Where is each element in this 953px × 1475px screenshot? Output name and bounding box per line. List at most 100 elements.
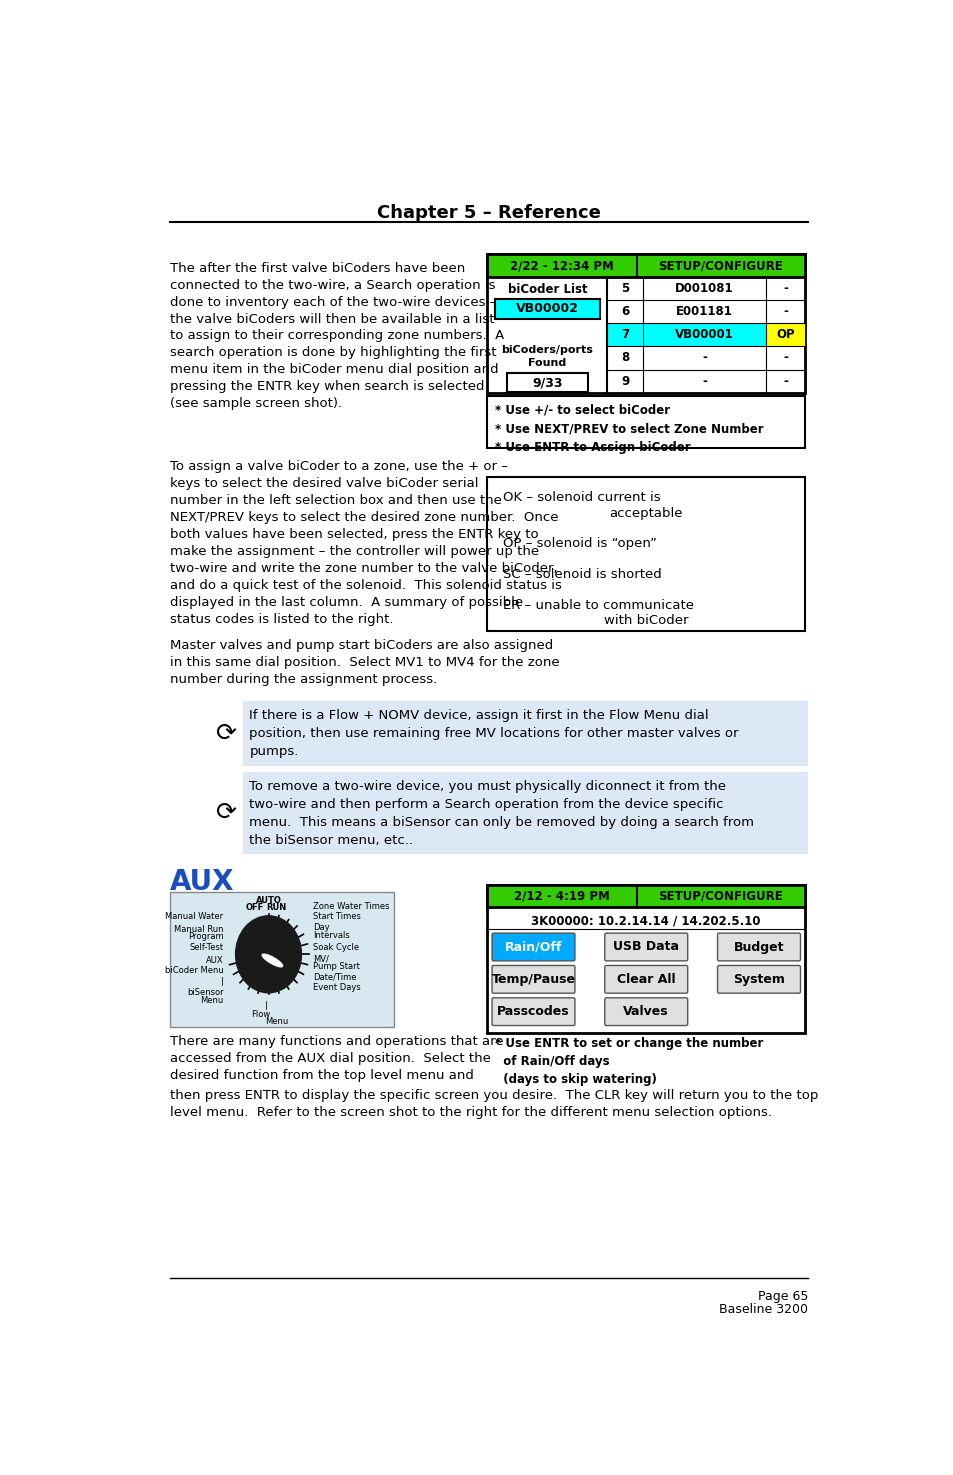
Text: -: - bbox=[701, 351, 706, 364]
Text: status codes is listed to the right.: status codes is listed to the right. bbox=[170, 612, 393, 625]
Text: Manual Run: Manual Run bbox=[173, 925, 223, 934]
Text: MV/: MV/ bbox=[314, 954, 329, 963]
Text: number in the left selection box and then use the: number in the left selection box and the… bbox=[170, 494, 501, 507]
FancyBboxPatch shape bbox=[765, 323, 804, 347]
Text: D001081: D001081 bbox=[675, 282, 733, 295]
Text: biSensor: biSensor bbox=[187, 988, 223, 997]
Text: Event Days: Event Days bbox=[314, 984, 361, 993]
Text: Page 65: Page 65 bbox=[757, 1289, 807, 1302]
Text: E001181: E001181 bbox=[675, 305, 732, 319]
Text: |: | bbox=[265, 1002, 268, 1010]
Text: Budget: Budget bbox=[733, 941, 783, 953]
FancyBboxPatch shape bbox=[487, 478, 804, 631]
Text: NEXT/PREV keys to select the desired zone number.  Once: NEXT/PREV keys to select the desired zon… bbox=[170, 512, 558, 524]
FancyBboxPatch shape bbox=[604, 966, 687, 993]
Text: menu item in the biCoder menu dial position and: menu item in the biCoder menu dial posit… bbox=[170, 363, 497, 376]
FancyBboxPatch shape bbox=[487, 885, 804, 907]
Text: done to inventory each of the two-wire devices –: done to inventory each of the two-wire d… bbox=[170, 295, 496, 308]
Text: Passcodes: Passcodes bbox=[497, 1004, 569, 1018]
FancyBboxPatch shape bbox=[495, 298, 599, 319]
Text: If there is a Flow + NOMV device, assign it first in the Flow Menu dial
position: If there is a Flow + NOMV device, assign… bbox=[249, 709, 739, 758]
FancyBboxPatch shape bbox=[492, 966, 575, 993]
FancyBboxPatch shape bbox=[487, 885, 804, 1034]
Text: Program: Program bbox=[188, 932, 223, 941]
Text: biCoder List: biCoder List bbox=[507, 283, 587, 296]
Text: OFF: OFF bbox=[245, 903, 263, 912]
FancyBboxPatch shape bbox=[604, 997, 687, 1025]
Text: System: System bbox=[732, 974, 784, 985]
Text: 2/12 - 4:19 PM: 2/12 - 4:19 PM bbox=[514, 889, 609, 903]
Text: -: - bbox=[782, 305, 787, 319]
Text: -: - bbox=[782, 282, 787, 295]
Text: USB Data: USB Data bbox=[613, 941, 679, 953]
Text: AUX: AUX bbox=[170, 867, 233, 895]
Text: Start Times: Start Times bbox=[314, 913, 361, 922]
Text: Found: Found bbox=[528, 358, 566, 369]
Text: OK – solenoid current is: OK – solenoid current is bbox=[502, 491, 659, 504]
Text: VB00002: VB00002 bbox=[516, 302, 578, 316]
Text: Baseline 3200: Baseline 3200 bbox=[719, 1302, 807, 1316]
Text: level menu.  Refer to the screen shot to the right for the different menu select: level menu. Refer to the screen shot to … bbox=[170, 1106, 771, 1118]
Text: * Use ENTR to set or change the number
  of Rain/Off days
  (days to skip wateri: * Use ENTR to set or change the number o… bbox=[495, 1037, 762, 1086]
Text: Zone Water Times: Zone Water Times bbox=[314, 901, 390, 910]
Text: Pump Start: Pump Start bbox=[314, 962, 360, 971]
Text: acceptable: acceptable bbox=[609, 506, 682, 519]
Text: make the assignment – the controller will power up the: make the assignment – the controller wil… bbox=[170, 546, 538, 558]
Text: -: - bbox=[782, 351, 787, 364]
FancyBboxPatch shape bbox=[487, 254, 804, 277]
Text: two-wire and write the zone number to the valve biCoder,: two-wire and write the zone number to th… bbox=[170, 562, 557, 575]
Text: 2/22 - 12:34 PM: 2/22 - 12:34 PM bbox=[510, 260, 614, 271]
Text: biCoder Menu: biCoder Menu bbox=[165, 966, 223, 975]
Text: Master valves and pump start biCoders are also assigned: Master valves and pump start biCoders ar… bbox=[170, 639, 553, 652]
Text: 7: 7 bbox=[620, 329, 629, 341]
FancyBboxPatch shape bbox=[487, 254, 804, 392]
Text: The after the first valve biCoders have been: The after the first valve biCoders have … bbox=[170, 261, 464, 274]
Text: SETUP/CONFIGURE: SETUP/CONFIGURE bbox=[658, 260, 782, 271]
Ellipse shape bbox=[262, 954, 282, 966]
Text: OP: OP bbox=[775, 329, 794, 341]
Text: desired function from the top level menu and: desired function from the top level menu… bbox=[170, 1069, 473, 1081]
FancyBboxPatch shape bbox=[604, 934, 687, 960]
Text: Temp/Pause: Temp/Pause bbox=[491, 974, 575, 985]
FancyBboxPatch shape bbox=[506, 373, 587, 392]
Text: Date/Time: Date/Time bbox=[314, 972, 356, 981]
Text: (see sample screen shot).: (see sample screen shot). bbox=[170, 397, 341, 410]
Text: OP – solenoid is “open”: OP – solenoid is “open” bbox=[502, 537, 657, 550]
Text: to assign to their corresponding zone numbers.  A: to assign to their corresponding zone nu… bbox=[170, 329, 503, 342]
Text: with biCoder: with biCoder bbox=[603, 615, 688, 627]
Text: ⟳: ⟳ bbox=[215, 721, 236, 746]
Text: number during the assignment process.: number during the assignment process. bbox=[170, 673, 436, 686]
FancyBboxPatch shape bbox=[492, 934, 575, 960]
Text: 9: 9 bbox=[620, 375, 629, 388]
FancyBboxPatch shape bbox=[717, 966, 800, 993]
Text: Manual Water: Manual Water bbox=[165, 913, 223, 922]
Text: -: - bbox=[782, 375, 787, 388]
Text: VB00001: VB00001 bbox=[675, 329, 733, 341]
Text: Soak Cycle: Soak Cycle bbox=[314, 944, 359, 953]
FancyBboxPatch shape bbox=[243, 702, 807, 766]
FancyBboxPatch shape bbox=[487, 395, 804, 448]
Text: both values have been selected, press the ENTR key to: both values have been selected, press th… bbox=[170, 528, 537, 541]
Ellipse shape bbox=[235, 916, 301, 993]
Text: * Use +/- to select biCoder
* Use NEXT/PREV to select Zone Number
* Use ENTR to : * Use +/- to select biCoder * Use NEXT/P… bbox=[495, 403, 763, 454]
Text: 8: 8 bbox=[620, 351, 629, 364]
Text: ER – unable to communicate: ER – unable to communicate bbox=[502, 599, 693, 612]
Text: the valve biCoders will then be available in a list: the valve biCoders will then be availabl… bbox=[170, 313, 494, 326]
Text: Clear All: Clear All bbox=[617, 974, 675, 985]
Text: Self-Test: Self-Test bbox=[190, 944, 223, 953]
Text: keys to select the desired valve biCoder serial: keys to select the desired valve biCoder… bbox=[170, 478, 477, 490]
Text: then press ENTR to display the specific screen you desire.  The CLR key will ret: then press ENTR to display the specific … bbox=[170, 1089, 817, 1102]
Text: 3K00000: 10.2.14.14 / 14.202.5.10: 3K00000: 10.2.14.14 / 14.202.5.10 bbox=[531, 914, 760, 928]
Text: accessed from the AUX dial position.  Select the: accessed from the AUX dial position. Sel… bbox=[170, 1052, 490, 1065]
Text: 5: 5 bbox=[620, 282, 629, 295]
Text: Day: Day bbox=[314, 923, 330, 932]
Text: Rain/Off: Rain/Off bbox=[504, 941, 561, 953]
Text: connected to the two-wire, a Search operation is: connected to the two-wire, a Search oper… bbox=[170, 279, 495, 292]
FancyBboxPatch shape bbox=[717, 934, 800, 960]
Text: biCoders/ports: biCoders/ports bbox=[501, 345, 593, 355]
Text: AUTO: AUTO bbox=[255, 897, 281, 906]
FancyBboxPatch shape bbox=[492, 997, 575, 1025]
FancyBboxPatch shape bbox=[243, 773, 807, 854]
Text: There are many functions and operations that are: There are many functions and operations … bbox=[170, 1035, 503, 1047]
Text: Menu: Menu bbox=[200, 996, 223, 1004]
